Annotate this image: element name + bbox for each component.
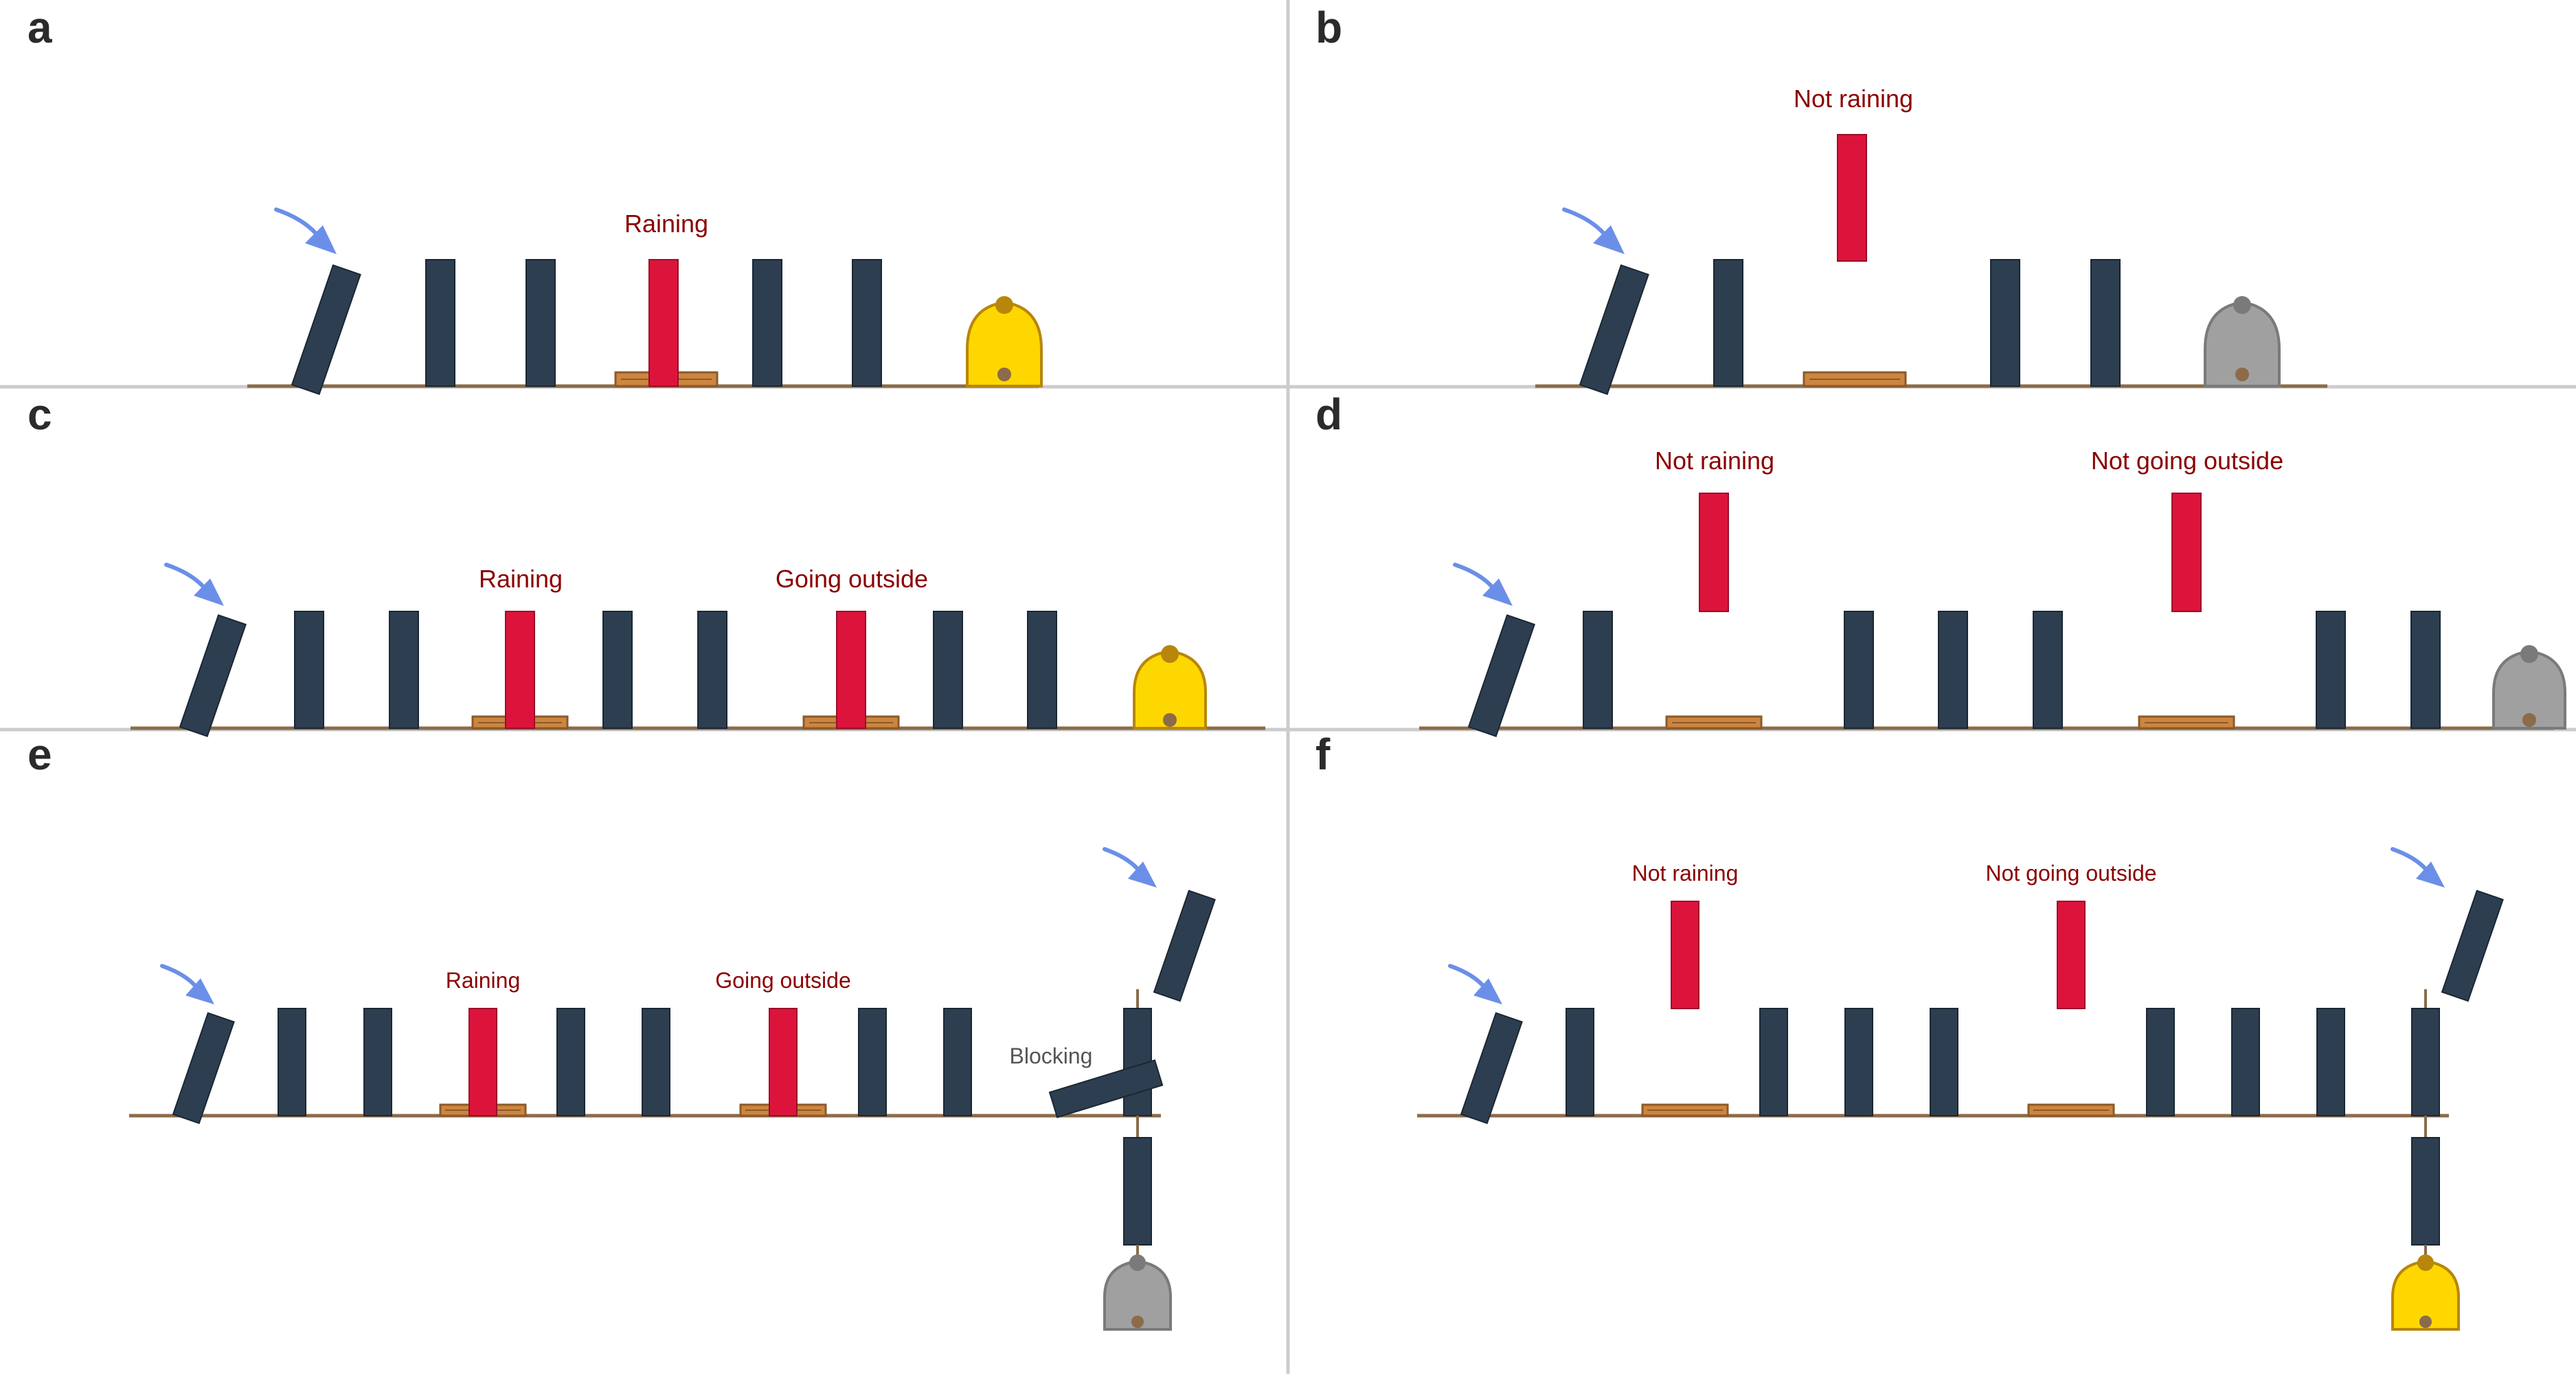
domino xyxy=(943,1008,972,1116)
domino xyxy=(425,259,455,387)
condition-domino xyxy=(769,1008,798,1116)
bell-icon xyxy=(1103,1254,1172,1331)
domino xyxy=(642,1008,670,1116)
condition-label: Not going outside xyxy=(2091,447,2283,475)
domino-tipping xyxy=(179,614,247,737)
condition-label: Not going outside xyxy=(1985,861,2156,886)
domino xyxy=(602,611,633,729)
panel-b: Not raining xyxy=(1535,85,2327,395)
domino xyxy=(2411,1137,2440,1246)
domino xyxy=(1844,611,1874,729)
domino xyxy=(1938,611,1968,729)
panel-letter-d: d xyxy=(1315,390,1342,439)
push-arrow-icon xyxy=(1562,207,1625,254)
condition-domino-lifted xyxy=(1671,901,1699,1009)
domino xyxy=(2231,1008,2260,1116)
condition-label: Not raining xyxy=(1655,447,1774,475)
condition-label: Raining xyxy=(624,210,708,238)
bell-icon xyxy=(2391,1254,2460,1331)
push-arrow-icon xyxy=(1453,563,1513,606)
domino xyxy=(1930,1008,1958,1116)
domino xyxy=(2411,1008,2440,1116)
domino xyxy=(2090,259,2121,387)
bell-icon xyxy=(2204,296,2281,387)
domino xyxy=(1713,259,1743,387)
panel-c: Raining Going outside xyxy=(131,563,1265,737)
domino-tipping xyxy=(1460,1012,1523,1125)
panel-letter-e: e xyxy=(27,730,52,779)
condition-domino xyxy=(468,1008,497,1116)
panel-letter-b: b xyxy=(1315,3,1342,52)
domino xyxy=(294,611,324,729)
domino xyxy=(1027,611,1057,729)
condition-domino xyxy=(505,611,535,729)
push-arrow-icon xyxy=(1103,847,1157,888)
domino xyxy=(752,259,782,387)
condition-label: Not raining xyxy=(1794,85,1913,113)
bell-icon xyxy=(966,296,1043,387)
bell-icon xyxy=(1133,645,1207,730)
domino xyxy=(1566,1008,1594,1116)
domino xyxy=(278,1008,306,1116)
blocking-domino xyxy=(1048,1059,1164,1118)
domino xyxy=(1583,611,1613,729)
domino xyxy=(1759,1008,1788,1116)
domino xyxy=(1844,1008,1873,1116)
domino-tipping xyxy=(1153,890,1216,1002)
panel-d: Not raining Not going outside xyxy=(1419,447,2566,737)
domino xyxy=(2146,1008,2175,1116)
domino xyxy=(363,1008,392,1116)
condition-label: Not raining xyxy=(1632,861,1739,886)
blocking-label: Blocking xyxy=(1010,1044,1093,1068)
domino-tipping xyxy=(172,1012,235,1125)
panel-f: Not raining Not going outside xyxy=(1417,847,2504,1331)
domino-tipping xyxy=(2441,890,2504,1002)
domino-tipping xyxy=(1467,614,1535,737)
panel-letter-a: a xyxy=(27,3,52,52)
domino-tipping xyxy=(291,264,361,395)
panel-e: Raining Going outside Blocking xyxy=(129,847,1216,1331)
domino xyxy=(858,1008,887,1116)
condition-domino xyxy=(836,611,866,729)
panel-letter-f: f xyxy=(1315,730,1331,779)
condition-domino-lifted xyxy=(2057,901,2086,1009)
domino xyxy=(1990,259,2020,387)
condition-label: Going outside xyxy=(715,968,850,993)
domino xyxy=(2316,611,2346,729)
push-arrow-icon xyxy=(160,964,214,1004)
panel-a: Raining xyxy=(247,207,1043,395)
push-arrow-icon xyxy=(1448,964,1502,1004)
panel-letter-c: c xyxy=(27,390,52,439)
condition-label: Raining xyxy=(446,968,521,993)
domino xyxy=(526,259,556,387)
domino xyxy=(556,1008,585,1116)
domino-tipping xyxy=(1579,264,1649,395)
push-arrow-icon xyxy=(2391,847,2445,888)
push-arrow-icon xyxy=(274,207,337,254)
condition-domino-lifted xyxy=(1699,493,1729,612)
condition-domino xyxy=(648,259,679,387)
domino xyxy=(697,611,727,729)
condition-label: Going outside xyxy=(776,565,928,593)
condition-label: Raining xyxy=(479,565,563,593)
domino xyxy=(2316,1008,2345,1116)
condition-domino-lifted xyxy=(2171,493,2202,612)
domino xyxy=(933,611,963,729)
condition-domino-lifted xyxy=(1837,134,1867,262)
domino xyxy=(2033,611,2063,729)
domino xyxy=(2410,611,2441,729)
domino xyxy=(389,611,419,729)
domino xyxy=(1123,1137,1152,1246)
domino xyxy=(852,259,882,387)
push-arrow-icon xyxy=(164,563,224,606)
bell-icon xyxy=(2492,645,2566,730)
